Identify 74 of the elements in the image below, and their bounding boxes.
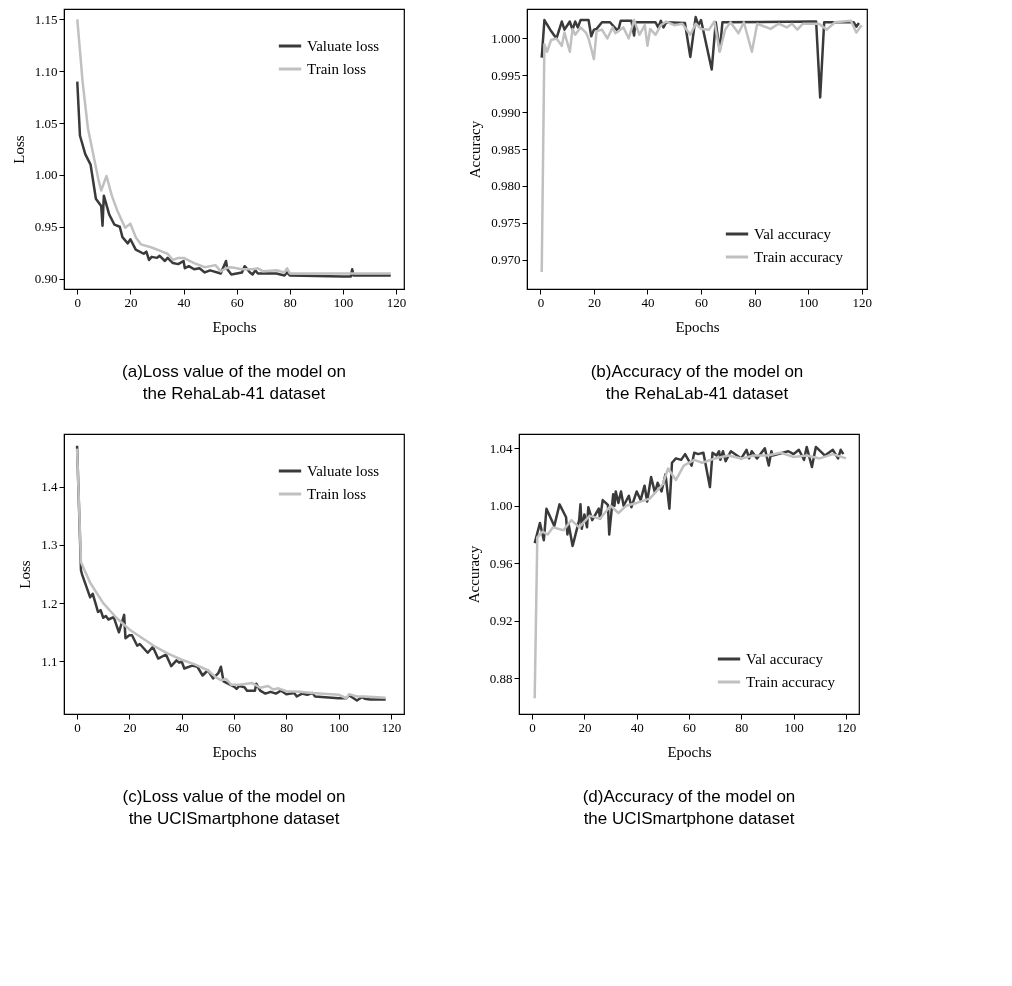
- y-axis-title: Loss: [10, 135, 27, 164]
- y-tick-label: 0.990: [491, 104, 521, 120]
- y-tick-label: 1.4: [41, 479, 58, 494]
- x-tick-label: 120: [836, 719, 857, 735]
- legend-label: Val accuracy: [754, 226, 832, 242]
- x-tick-label: 20: [587, 294, 601, 310]
- legend-label: Train loss: [307, 486, 367, 502]
- x-tick-label: 40: [175, 719, 189, 735]
- y-tick-label: 0.980: [491, 178, 521, 194]
- x-tick-label: 40: [177, 294, 191, 310]
- y-axis-title: Accuracy: [467, 120, 484, 179]
- x-axis-title: Epochs: [212, 743, 257, 760]
- y-tick-label: 0.985: [491, 141, 521, 157]
- x-tick-label: 80: [280, 719, 294, 735]
- y-tick-label: 0.970: [491, 252, 521, 268]
- y-tick-label: 0.88: [489, 670, 513, 686]
- y-tick-label: 1.000: [491, 30, 521, 46]
- y-tick-label: 0.95: [34, 219, 58, 235]
- legend-label: Train accuracy: [746, 674, 836, 690]
- x-tick-label: 100: [333, 294, 354, 310]
- line-series: [76, 18, 392, 275]
- x-tick-label: 120: [852, 294, 872, 310]
- x-tick-label: 0: [537, 294, 545, 310]
- y-tick-label: 1.05: [34, 115, 58, 131]
- x-tick-label: 20: [578, 719, 592, 735]
- y-tick-label: 1.1: [41, 654, 58, 669]
- x-tick-label: 100: [784, 719, 804, 735]
- x-axis-title: Epochs: [667, 743, 712, 760]
- line-series: [76, 80, 392, 278]
- y-tick-label: 1.3: [41, 537, 58, 553]
- text: (b)Accuracy of the model on the RehaLab-41 dataset: [590, 362, 804, 403]
- x-tick-label: 20: [123, 719, 137, 735]
- y-tick-label: 1.00: [34, 167, 58, 183]
- y-axis-title: Loss: [17, 560, 34, 589]
- x-tick-label: 120: [381, 719, 402, 735]
- x-tick-label: 60: [228, 719, 241, 735]
- y-tick-label: 1.04: [489, 440, 513, 456]
- y-tick-label: 0.975: [491, 215, 521, 231]
- y-tick-label: 1.15: [34, 11, 58, 27]
- x-tick-label: 60: [230, 294, 244, 310]
- y-tick-label: 1.00: [489, 498, 513, 514]
- line-series: [540, 18, 863, 274]
- text: (d)Accuracy of the model on the UCISmartphone dataset: [582, 787, 796, 828]
- x-tick-label: 60: [695, 294, 709, 310]
- legend-label: Train loss: [307, 61, 367, 77]
- x-tick-label: 80: [735, 719, 749, 735]
- x-tick-label: 40: [630, 719, 644, 735]
- x-tick-label: 80: [748, 294, 762, 310]
- x-tick-label: 0: [74, 719, 81, 735]
- x-tick-label: 20: [124, 294, 138, 310]
- x-tick-label: 0: [529, 719, 536, 735]
- text: (a)Loss value of the model on the RehaLab-41 dataset: [122, 362, 346, 403]
- x-tick-label: 100: [329, 719, 349, 735]
- y-tick-label: 1.2: [41, 595, 58, 611]
- x-axis-title: Epochs: [675, 318, 720, 335]
- line-series: [533, 451, 848, 700]
- y-tick-label: 0.92: [489, 613, 513, 629]
- legend-label: Valuate loss: [307, 38, 380, 54]
- x-axis-title: Epochs: [212, 318, 257, 335]
- x-tick-label: 60: [683, 719, 696, 735]
- y-tick-label: 1.10: [34, 63, 58, 79]
- y-axis-title: Accuracy: [465, 545, 482, 604]
- legend-label: Valuate loss: [307, 463, 380, 479]
- text: (c)Loss value of the model on the UCISmartphone dataset: [122, 787, 346, 828]
- x-tick-label: 40: [641, 294, 655, 310]
- y-tick-label: 0.90: [34, 271, 58, 287]
- x-tick-label: 0: [74, 294, 82, 310]
- legend-label: Train accuracy: [754, 249, 844, 265]
- legend-label: Val accuracy: [746, 651, 824, 667]
- x-tick-label: 100: [798, 294, 819, 310]
- x-tick-label: 80: [283, 294, 297, 310]
- y-tick-label: 0.995: [491, 67, 521, 83]
- y-tick-label: 0.96: [489, 555, 513, 571]
- x-tick-label: 120: [386, 294, 407, 310]
